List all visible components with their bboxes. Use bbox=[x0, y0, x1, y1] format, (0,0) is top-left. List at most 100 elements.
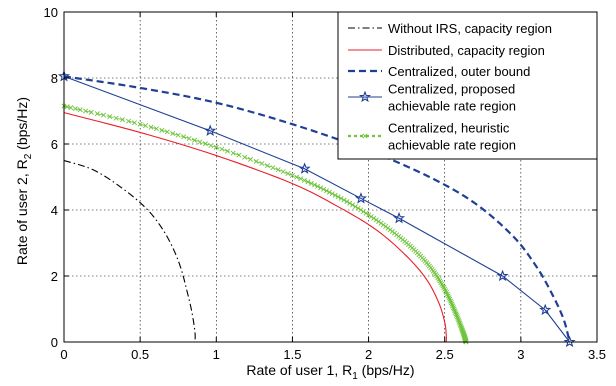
data-point bbox=[451, 306, 457, 312]
data-point bbox=[335, 194, 341, 200]
data-point bbox=[143, 123, 149, 129]
x-axis-label-unit: (bps/Hz) bbox=[358, 362, 415, 378]
x-tick-label: 1.5 bbox=[283, 347, 301, 362]
legend-item-1: Without IRS, capacity region bbox=[348, 21, 552, 36]
data-point bbox=[373, 217, 379, 223]
data-point bbox=[326, 189, 332, 195]
data-point bbox=[352, 204, 358, 210]
series-1 bbox=[63, 159, 196, 343]
data-point bbox=[452, 308, 458, 314]
y-tick-label: 4 bbox=[51, 203, 58, 218]
data-point bbox=[148, 124, 154, 130]
legend-label: Distributed, capacity region bbox=[388, 43, 545, 58]
legend-label: Centralized, heuristic bbox=[388, 121, 510, 136]
data-point bbox=[321, 186, 327, 192]
data-point bbox=[264, 163, 271, 169]
data-point bbox=[350, 202, 356, 208]
data-point bbox=[332, 192, 338, 198]
data-point bbox=[363, 210, 369, 216]
data-point bbox=[329, 191, 335, 197]
data-point bbox=[344, 199, 350, 205]
data-point bbox=[355, 205, 361, 211]
legend-label: achievable rate region bbox=[388, 99, 516, 114]
x-axis-label: Rate of user 1, R1 (bps/Hz) bbox=[246, 362, 414, 382]
series-line bbox=[63, 159, 196, 343]
data-point bbox=[285, 171, 291, 177]
data-point bbox=[153, 126, 159, 132]
data-point bbox=[270, 165, 276, 171]
legend-item-4: Centralized, proposed achievable rate reg… bbox=[348, 82, 516, 114]
y-tick-label: 2 bbox=[51, 269, 58, 284]
data-point bbox=[242, 154, 248, 160]
data-point bbox=[68, 105, 74, 111]
data-point bbox=[132, 120, 138, 126]
x-tick-label: 0.5 bbox=[131, 347, 149, 362]
data-point bbox=[454, 312, 460, 318]
data-point bbox=[219, 146, 225, 152]
data-point bbox=[366, 212, 372, 218]
data-point bbox=[159, 127, 165, 133]
data-point bbox=[457, 321, 463, 327]
data-point bbox=[72, 106, 78, 112]
data-point bbox=[164, 129, 170, 135]
data-point bbox=[275, 167, 281, 173]
legend-label: Centralized, outer bound bbox=[388, 64, 530, 79]
y-tick-label: 8 bbox=[51, 71, 58, 86]
data-point bbox=[338, 195, 344, 201]
x-axis-label-main: Rate of user 1, R bbox=[246, 362, 352, 378]
plot-frame bbox=[63, 11, 598, 343]
legend: Without IRS, capacity region Distributed,… bbox=[337, 11, 598, 160]
data-point bbox=[392, 211, 406, 224]
data-point bbox=[318, 185, 324, 191]
series-4 bbox=[57, 69, 576, 348]
data-point bbox=[230, 150, 236, 156]
y-axis-label-unit: (bps/Hz) bbox=[14, 97, 30, 154]
data-point bbox=[88, 109, 94, 115]
data-point bbox=[247, 156, 254, 162]
y-tick-label: 10 bbox=[44, 5, 58, 20]
data-point bbox=[450, 305, 456, 311]
data-point bbox=[323, 188, 330, 194]
data-point bbox=[454, 314, 460, 320]
y-axis-label-main: Rate of user 2, R bbox=[14, 159, 30, 265]
data-point bbox=[452, 309, 458, 315]
data-point bbox=[308, 180, 314, 186]
data-point bbox=[100, 112, 107, 118]
legend-label: Centralized, proposed bbox=[388, 82, 515, 97]
y-tick-label: 6 bbox=[51, 137, 58, 152]
legend-label: Without IRS, capacity region bbox=[388, 21, 552, 36]
y-axis-label: Rate of user 2, R2 (bps/Hz) bbox=[14, 97, 34, 265]
data-point bbox=[289, 172, 295, 178]
data-point bbox=[358, 207, 364, 213]
data-point bbox=[376, 219, 382, 225]
data-point bbox=[347, 200, 353, 206]
data-point bbox=[368, 214, 374, 220]
data-point bbox=[94, 111, 100, 117]
data-point bbox=[197, 139, 203, 145]
data-point bbox=[315, 183, 321, 189]
data-point bbox=[496, 269, 509, 282]
legend-item-2: Distributed, capacity region bbox=[348, 43, 545, 58]
x-tick-label: 3 bbox=[517, 347, 524, 362]
y-tick-label: 0 bbox=[51, 335, 58, 350]
x-tick-label: 1 bbox=[213, 347, 220, 362]
data-point bbox=[301, 177, 307, 183]
data-point bbox=[83, 108, 89, 114]
data-point bbox=[457, 320, 463, 326]
legend-label: achievable rate region bbox=[388, 138, 516, 153]
series-line bbox=[63, 75, 571, 343]
series-line bbox=[63, 75, 571, 343]
data-point bbox=[175, 132, 181, 138]
data-point bbox=[259, 161, 265, 167]
data-point bbox=[204, 124, 217, 136]
legend-marker bbox=[362, 133, 368, 139]
data-point bbox=[181, 134, 187, 140]
data-point bbox=[298, 176, 304, 182]
data-point bbox=[126, 118, 132, 124]
data-point bbox=[360, 209, 366, 215]
tick-layer: 0 0.5 1 1.5 2 2.5 3 3.5 0 2 4 6 8 10 bbox=[44, 5, 607, 362]
data-point bbox=[305, 179, 311, 185]
data-point bbox=[312, 182, 318, 188]
data-point bbox=[455, 315, 461, 322]
